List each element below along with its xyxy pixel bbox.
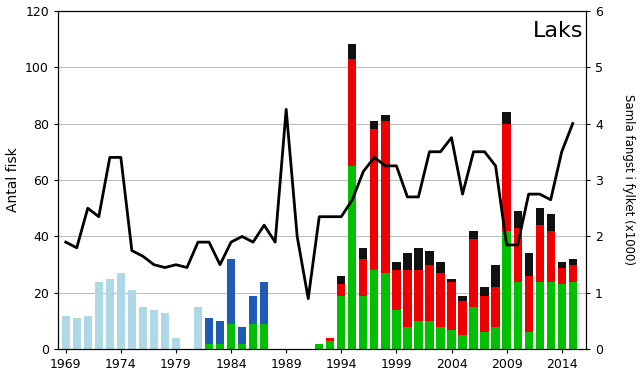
Bar	[524, 333, 533, 349]
Bar	[558, 285, 566, 349]
Bar	[503, 124, 511, 231]
Bar	[481, 296, 488, 333]
Bar	[326, 341, 335, 349]
Bar	[447, 279, 456, 282]
Bar	[458, 301, 467, 335]
Bar	[569, 259, 577, 265]
Bar	[481, 287, 488, 296]
Bar	[403, 253, 412, 270]
Bar	[348, 166, 356, 349]
Bar	[326, 338, 335, 341]
Bar	[547, 214, 555, 231]
Bar	[370, 270, 378, 349]
Bar	[469, 231, 478, 239]
Bar	[524, 276, 533, 333]
Bar	[216, 344, 224, 349]
Bar	[569, 265, 577, 282]
Bar	[492, 327, 500, 349]
Bar	[205, 344, 213, 349]
Bar	[392, 270, 401, 310]
Bar	[370, 129, 378, 270]
Bar	[161, 313, 169, 349]
Bar	[150, 310, 158, 349]
Bar	[381, 121, 390, 273]
Bar	[359, 296, 367, 349]
Bar	[403, 327, 412, 349]
Bar	[535, 282, 544, 349]
Bar	[172, 338, 180, 349]
Bar	[426, 251, 433, 265]
Y-axis label: Samla fangst i fylket (x1000): Samla fangst i fylket (x1000)	[622, 95, 635, 265]
Bar	[447, 329, 456, 349]
Bar	[403, 270, 412, 327]
Bar	[83, 316, 92, 349]
Bar	[513, 211, 522, 228]
Bar	[381, 273, 390, 349]
Bar	[359, 259, 367, 296]
Bar	[337, 296, 345, 349]
Bar	[513, 228, 522, 282]
Bar	[513, 282, 522, 349]
Bar	[95, 282, 103, 349]
Bar	[238, 344, 246, 349]
Bar	[437, 273, 445, 327]
Bar	[503, 231, 511, 349]
Bar	[535, 208, 544, 225]
Bar	[503, 112, 511, 124]
Bar	[392, 310, 401, 349]
Bar	[492, 287, 500, 327]
Bar	[458, 296, 467, 301]
Bar	[558, 268, 566, 285]
Bar	[414, 248, 422, 270]
Bar	[426, 265, 433, 321]
Bar	[106, 279, 114, 349]
Bar	[547, 282, 555, 349]
Bar	[481, 333, 488, 349]
Bar	[315, 344, 323, 349]
Bar	[337, 276, 345, 285]
Bar	[227, 324, 235, 349]
Bar	[524, 253, 533, 276]
Bar	[469, 307, 478, 349]
Bar	[62, 316, 70, 349]
Bar	[249, 324, 257, 349]
Bar	[359, 248, 367, 259]
Bar	[392, 262, 401, 270]
Bar	[370, 121, 378, 129]
Bar	[194, 307, 202, 349]
Text: Laks: Laks	[533, 21, 583, 41]
Bar	[249, 296, 257, 324]
Bar	[381, 115, 390, 121]
Bar	[227, 259, 235, 324]
Bar	[216, 321, 224, 344]
Bar	[238, 327, 246, 344]
Bar	[535, 225, 544, 282]
Bar	[72, 318, 81, 349]
Bar	[458, 335, 467, 349]
Bar	[447, 282, 456, 329]
Bar	[205, 318, 213, 344]
Y-axis label: Antal fisk: Antal fisk	[6, 148, 20, 212]
Bar	[414, 321, 422, 349]
Bar	[117, 273, 125, 349]
Bar	[348, 58, 356, 166]
Bar	[414, 270, 422, 321]
Bar	[426, 321, 433, 349]
Bar	[348, 44, 356, 58]
Bar	[437, 327, 445, 349]
Bar	[558, 262, 566, 268]
Bar	[437, 262, 445, 273]
Bar	[569, 282, 577, 349]
Bar	[260, 324, 269, 349]
Bar	[547, 231, 555, 282]
Bar	[138, 307, 147, 349]
Bar	[492, 265, 500, 287]
Bar	[469, 239, 478, 307]
Bar	[260, 282, 269, 324]
Bar	[337, 285, 345, 296]
Bar	[128, 290, 136, 349]
